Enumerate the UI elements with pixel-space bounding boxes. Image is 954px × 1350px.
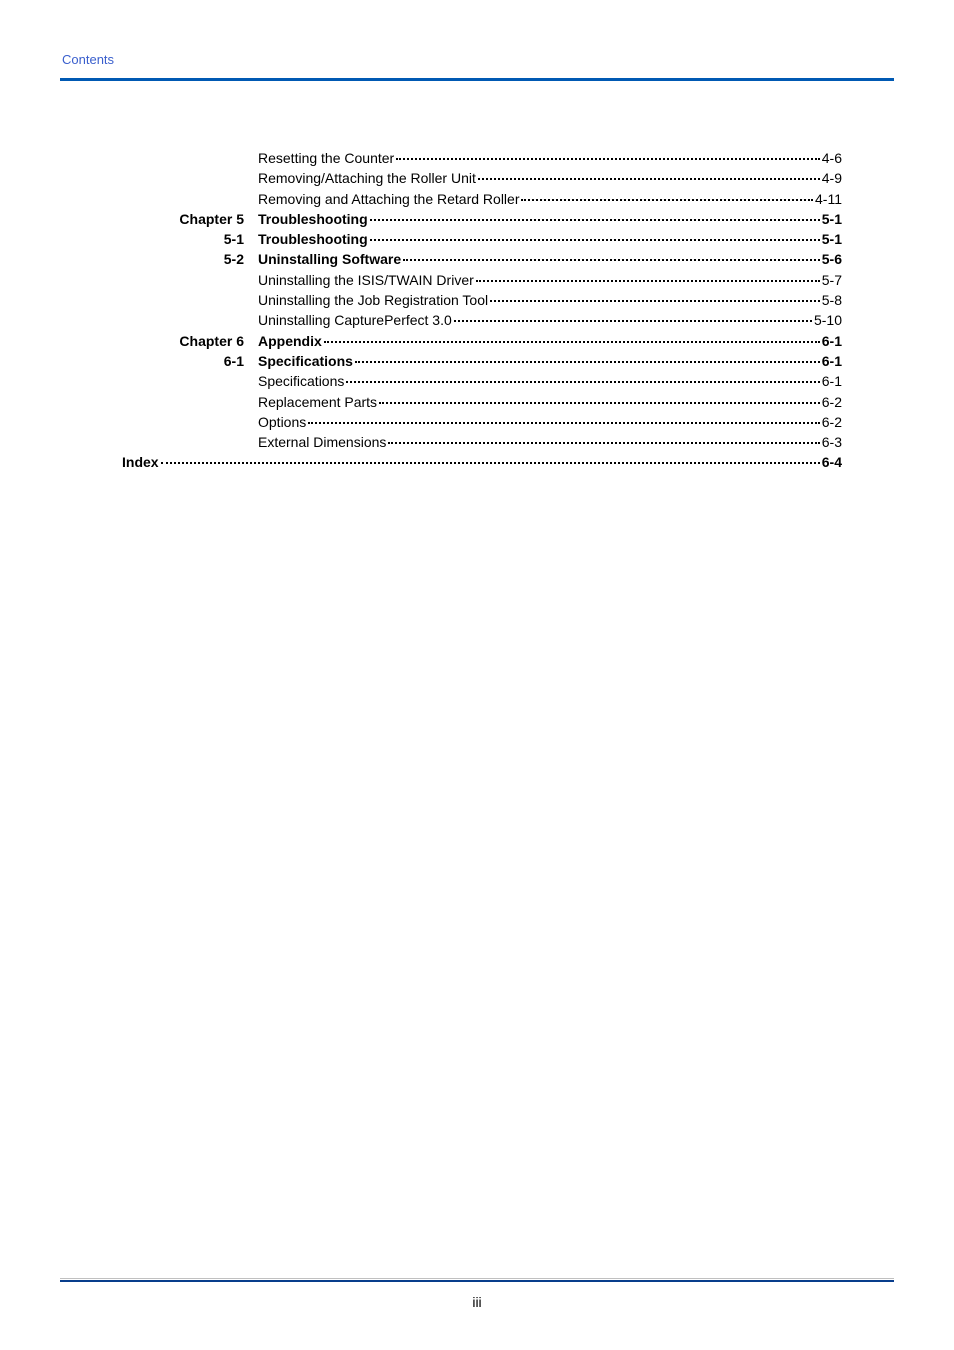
leader-dots — [161, 462, 820, 464]
row-title[interactable]: Uninstalling the ISIS/TWAIN Driver — [258, 270, 474, 290]
index-title[interactable]: Index — [122, 452, 159, 472]
row-title[interactable]: Removing and Attaching the Retard Roller — [258, 189, 519, 209]
toc-section-row: 5-2 Uninstalling Software 5-6 — [160, 249, 842, 269]
table-of-contents: Resetting the Counter 4-6 Removing/Attac… — [160, 148, 842, 473]
leader-dots — [370, 239, 820, 241]
leader-dots — [454, 320, 812, 322]
row-page: 6-2 — [822, 412, 842, 432]
leader-dots — [403, 259, 820, 261]
row-title[interactable]: Options — [258, 412, 306, 432]
toc-row: Resetting the Counter 4-6 — [160, 148, 842, 168]
row-title[interactable]: Uninstalling CapturePerfect 3.0 — [258, 310, 452, 330]
row-title[interactable]: Replacement Parts — [258, 392, 377, 412]
running-header: Contents — [62, 52, 114, 67]
chapter-page: 6-1 — [822, 331, 842, 351]
row-title[interactable]: Removing/Attaching the Roller Unit — [258, 168, 476, 188]
toc-row: Uninstalling CapturePerfect 3.0 5-10 — [160, 310, 842, 330]
footer-rule — [60, 1280, 894, 1282]
row-page: 4-11 — [815, 189, 842, 209]
toc-row: External Dimensions 6-3 — [160, 432, 842, 452]
row-page: 5-10 — [814, 310, 842, 330]
section-page: 5-6 — [822, 249, 842, 269]
page-number: iii — [0, 1294, 954, 1310]
section-label: 5-2 — [160, 249, 258, 269]
toc-row: Uninstalling the Job Registration Tool 5… — [160, 290, 842, 310]
section-title[interactable]: Troubleshooting — [258, 229, 368, 249]
toc-row: Specifications 6-1 — [160, 371, 842, 391]
row-page: 6-3 — [822, 432, 842, 452]
toc-chapter-row: Chapter 5 Troubleshooting 5-1 — [160, 209, 842, 229]
toc-row: Uninstalling the ISIS/TWAIN Driver 5-7 — [160, 270, 842, 290]
row-title[interactable]: Specifications — [258, 371, 344, 391]
row-page: 5-7 — [822, 270, 842, 290]
row-page: 4-9 — [822, 168, 842, 188]
index-page: 6-4 — [822, 452, 842, 472]
toc-chapter-row: Chapter 6 Appendix 6-1 — [160, 331, 842, 351]
section-label: 5-1 — [160, 229, 258, 249]
section-page: 5-1 — [822, 229, 842, 249]
leader-dots — [379, 402, 820, 404]
leader-dots — [324, 341, 820, 343]
row-page: 6-2 — [822, 392, 842, 412]
leader-dots — [308, 422, 820, 424]
toc-row: Removing and Attaching the Retard Roller… — [160, 189, 842, 209]
row-title[interactable]: Resetting the Counter — [258, 148, 394, 168]
chapter-page: 5-1 — [822, 209, 842, 229]
toc-index-row: Index 6-4 — [122, 452, 842, 472]
header-rule — [60, 78, 894, 81]
toc-row: Replacement Parts 6-2 — [160, 392, 842, 412]
row-title[interactable]: External Dimensions — [258, 432, 386, 452]
leader-dots — [370, 219, 820, 221]
chapter-title[interactable]: Troubleshooting — [258, 209, 368, 229]
row-page: 4-6 — [822, 148, 842, 168]
chapter-label: Chapter 5 — [160, 209, 258, 229]
section-label: 6-1 — [160, 351, 258, 371]
section-title[interactable]: Specifications — [258, 351, 353, 371]
row-page: 6-1 — [822, 371, 842, 391]
section-page: 6-1 — [822, 351, 842, 371]
leader-dots — [476, 280, 820, 282]
section-title[interactable]: Uninstalling Software — [258, 249, 401, 269]
footer-rule-shadow — [60, 1278, 894, 1279]
leader-dots — [346, 381, 819, 383]
toc-section-row: 6-1 Specifications 6-1 — [160, 351, 842, 371]
leader-dots — [396, 158, 820, 160]
leader-dots — [388, 442, 819, 444]
chapter-title[interactable]: Appendix — [258, 331, 322, 351]
toc-row: Removing/Attaching the Roller Unit 4-9 — [160, 168, 842, 188]
toc-row: Options 6-2 — [160, 412, 842, 432]
leader-dots — [490, 300, 820, 302]
row-page: 5-8 — [822, 290, 842, 310]
toc-section-row: 5-1 Troubleshooting 5-1 — [160, 229, 842, 249]
leader-dots — [478, 178, 820, 180]
row-title[interactable]: Uninstalling the Job Registration Tool — [258, 290, 488, 310]
leader-dots — [521, 199, 813, 201]
leader-dots — [355, 361, 820, 363]
chapter-label: Chapter 6 — [160, 331, 258, 351]
